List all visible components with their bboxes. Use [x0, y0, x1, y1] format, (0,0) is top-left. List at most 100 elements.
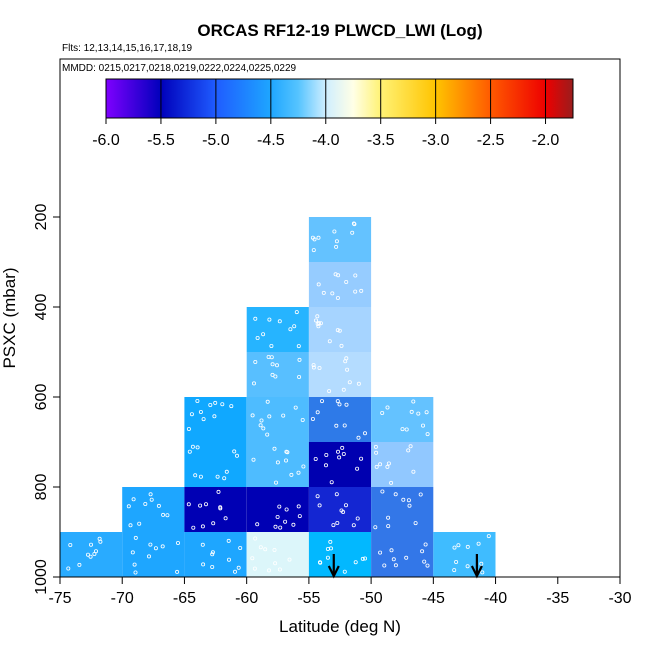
- observation-marker: [344, 279, 349, 284]
- observation-marker: [128, 523, 133, 528]
- heatmap-cell: [122, 487, 185, 532]
- observation-marker: [452, 568, 457, 573]
- observation-marker: [425, 563, 430, 568]
- observation-marker: [389, 548, 394, 553]
- observation-markers: [66, 221, 491, 575]
- observation-marker: [420, 423, 425, 428]
- observation-marker: [266, 568, 271, 573]
- observation-marker: [351, 523, 356, 528]
- observation-marker: [224, 469, 229, 474]
- observation-marker: [393, 563, 398, 568]
- observation-marker: [313, 456, 318, 461]
- observation-marker: [335, 399, 340, 404]
- observation-marker: [148, 542, 153, 547]
- observation-marker: [337, 328, 342, 333]
- observation-marker: [352, 222, 357, 227]
- observation-marker: [88, 554, 93, 559]
- heatmap-cell: [308, 442, 372, 487]
- observation-marker: [296, 470, 301, 475]
- observation-marker: [201, 562, 206, 567]
- observation-marker: [198, 503, 203, 508]
- observation-marker: [301, 464, 306, 469]
- observation-marker: [328, 546, 333, 551]
- observation-marker: [98, 539, 103, 544]
- observation-marker: [337, 455, 342, 460]
- observation-marker: [339, 508, 344, 513]
- observation-marker: [355, 466, 360, 471]
- heatmap-cell: [246, 307, 309, 352]
- observation-marker: [251, 381, 256, 386]
- observation-marker: [452, 545, 457, 550]
- observation-marker: [191, 525, 196, 530]
- observation-marker: [350, 230, 355, 235]
- observation-marker: [380, 489, 385, 494]
- observation-marker: [267, 317, 272, 322]
- down-arrow-icon: [470, 554, 483, 579]
- observation-marker: [486, 534, 491, 539]
- observation-marker: [321, 290, 326, 295]
- observation-marker: [406, 498, 411, 503]
- observation-marker: [334, 492, 339, 497]
- observation-marker: [409, 409, 414, 414]
- observation-marker: [265, 432, 270, 437]
- observation-marker: [212, 414, 217, 419]
- observation-marker: [404, 555, 409, 560]
- observation-marker: [347, 380, 352, 385]
- observation-marker: [312, 237, 317, 242]
- observation-marker: [253, 536, 258, 541]
- observation-marker: [210, 550, 215, 555]
- observation-marker: [250, 413, 255, 418]
- observation-marker: [89, 542, 94, 547]
- observation-marker: [343, 359, 348, 364]
- observation-marker: [222, 476, 227, 481]
- observation-marker: [195, 398, 200, 403]
- observation-marker: [175, 541, 180, 546]
- observation-marker: [200, 524, 205, 529]
- down-arrow-icon: [327, 554, 340, 579]
- y-tick-label: 600: [33, 384, 50, 411]
- observation-marker: [259, 418, 264, 423]
- observation-marker: [77, 562, 82, 567]
- observation-marker: [218, 506, 223, 511]
- observation-marker: [424, 410, 429, 415]
- observation-marker: [353, 289, 358, 294]
- observation-marker: [175, 569, 180, 574]
- observation-marker: [272, 548, 277, 553]
- observation-marker: [296, 344, 301, 349]
- y-tick-label: 200: [33, 204, 50, 231]
- observation-marker: [258, 545, 263, 550]
- colorbar: -6.0 -5.5 -5.0 -4.5 -4.0 -3.5 -3.0 -2.5 -2.0: [92, 78, 574, 149]
- observation-marker: [161, 512, 166, 517]
- observation-marker: [210, 552, 215, 557]
- observation-marker: [327, 389, 332, 394]
- observation-marker: [311, 365, 316, 370]
- heatmap-cell: [308, 397, 372, 442]
- observation-marker: [131, 497, 136, 502]
- observation-marker: [300, 417, 305, 422]
- observation-marker: [353, 560, 358, 565]
- heatmap-cell: [184, 442, 247, 487]
- observation-marker: [382, 563, 387, 568]
- observation-marker: [331, 523, 336, 528]
- chart-title: ORCAS RF12-19 PLWCD_LWI (Log): [197, 21, 482, 40]
- observation-marker: [291, 522, 296, 527]
- observation-marker: [187, 449, 192, 454]
- observation-marker: [378, 462, 383, 467]
- observation-marker: [476, 541, 481, 546]
- observation-marker: [252, 566, 257, 571]
- heatmap-cell: [184, 532, 247, 577]
- observation-marker: [355, 516, 360, 521]
- observation-marker: [319, 399, 324, 404]
- observation-marker: [160, 544, 165, 549]
- observation-marker: [213, 400, 218, 405]
- x-tick-label: -70: [111, 590, 134, 607]
- observation-marker: [186, 502, 191, 507]
- observation-marker: [265, 399, 270, 404]
- observation-marker: [343, 503, 348, 508]
- observation-marker: [226, 557, 231, 562]
- x-tick-label: -50: [360, 590, 383, 607]
- heatmap-cell: [184, 487, 247, 532]
- observation-marker: [359, 288, 364, 293]
- observation-marker: [153, 546, 158, 551]
